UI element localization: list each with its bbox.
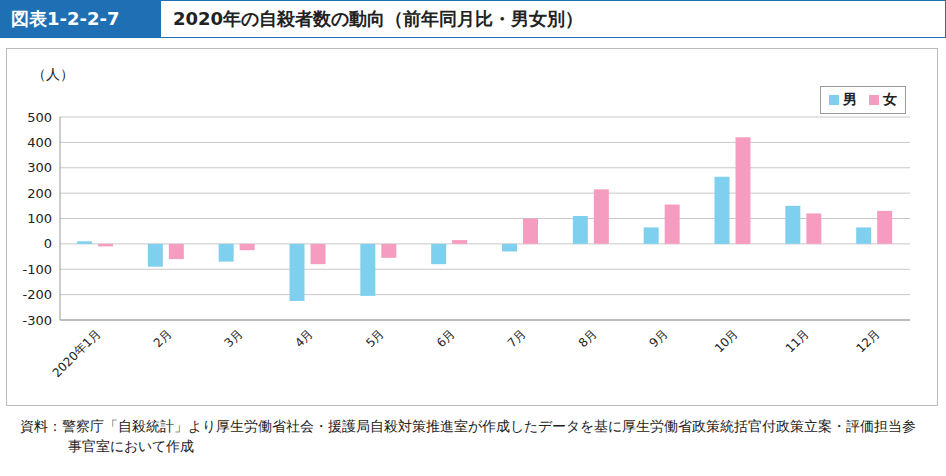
svg-text:300: 300 (27, 160, 52, 175)
svg-text:2020年1月: 2020年1月 (50, 326, 104, 380)
svg-text:10月: 10月 (712, 326, 741, 355)
svg-text:9月: 9月 (646, 326, 670, 350)
svg-text:3月: 3月 (221, 326, 245, 350)
html-text:図表1-2-2-7: 図表1-2-2-7 (11, 8, 120, 29)
html-text:女: 女 (883, 91, 897, 107)
svg-text:5月: 5月 (363, 326, 387, 350)
svg-text:2月: 2月 (151, 326, 175, 350)
html-text:男: 男 (843, 91, 857, 107)
svg-text:11月: 11月 (783, 326, 812, 355)
svg-text:100: 100 (27, 211, 52, 226)
svg-text:0: 0 (44, 236, 52, 251)
svg-text:-300: -300 (22, 313, 52, 328)
svg-text:200: 200 (27, 186, 52, 201)
svg-text:-100: -100 (22, 262, 52, 277)
html-text:資料：警察庁「自殺統計」より厚生労働省社会・援護局自殺対策推: 資料：警察庁「自殺統計」より厚生労働省社会・援護局自殺対策推進室が作成したデータ… (20, 418, 916, 454)
html-text:2020年の自殺者数の動向（前年同月比・男女別）: 2020年の自殺者数の動向（前年同月比・男女別） (173, 8, 584, 29)
svg-text:12月: 12月 (854, 326, 883, 355)
svg-text:4月: 4月 (292, 326, 316, 350)
svg-text:8月: 8月 (576, 326, 600, 350)
svg-text:500: 500 (27, 110, 52, 125)
svg-text:6月: 6月 (434, 326, 458, 350)
svg-text:7月: 7月 (505, 326, 529, 350)
svg-text:400: 400 (27, 135, 52, 150)
html-text:（人）: （人） (32, 66, 74, 82)
svg-text:-200: -200 (22, 287, 52, 302)
